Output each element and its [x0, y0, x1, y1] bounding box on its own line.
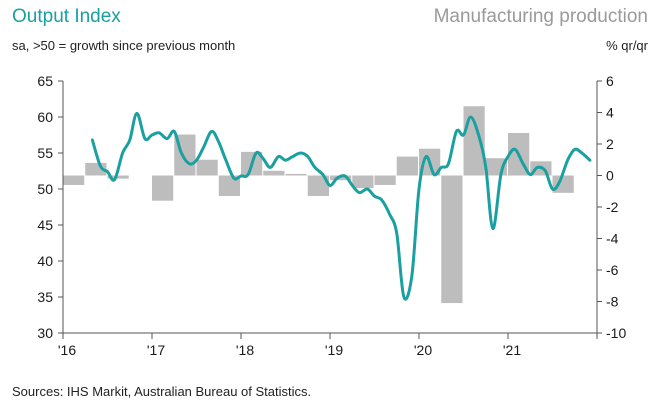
production-bar — [107, 175, 129, 179]
left-tick-label: 30 — [37, 325, 53, 341]
production-bar — [218, 175, 240, 196]
right-tick-label: 4 — [606, 105, 614, 121]
x-tick-label: '19 — [325, 342, 343, 358]
left-tick-label: 60 — [37, 109, 53, 125]
production-bar — [374, 175, 396, 185]
x-tick-label: '20 — [414, 342, 432, 358]
x-tick-label: '17 — [147, 342, 165, 358]
right-tick-label: 2 — [606, 136, 614, 152]
right-tick-label: -6 — [606, 262, 619, 278]
right-tick-label: -2 — [606, 199, 619, 215]
production-bar — [396, 156, 418, 176]
left-tick-label: 50 — [37, 181, 53, 197]
x-tick-label: '16 — [58, 342, 76, 358]
x-tick-label: '21 — [503, 342, 521, 358]
left-tick-label: 55 — [37, 145, 53, 161]
production-bar — [285, 173, 307, 176]
production-bar — [307, 175, 329, 196]
chart-title-right: Manufacturing production — [433, 6, 648, 27]
production-bar — [152, 175, 174, 201]
left-tick-label: 65 — [37, 73, 53, 89]
right-tick-label: 0 — [606, 168, 614, 184]
output-index-line — [90, 111, 592, 301]
production-bar — [63, 175, 85, 185]
source-note: Sources: IHS Markit, Australian Bureau o… — [12, 384, 312, 399]
right-tick-label: 6 — [606, 73, 614, 89]
production-bar — [263, 170, 285, 176]
production-bar — [552, 175, 574, 193]
left-tick-label: 40 — [37, 253, 53, 269]
left-axis-subtitle: sa, >50 = growth since previous month — [12, 38, 236, 53]
right-tick-label: -4 — [606, 231, 619, 247]
x-tick-label: '18 — [236, 342, 254, 358]
production-bar — [441, 175, 463, 304]
left-tick-label: 45 — [37, 217, 53, 233]
production-bar — [352, 175, 374, 189]
production-bar — [196, 159, 218, 176]
right-tick-label: -10 — [606, 325, 626, 341]
chart-title-left: Output Index — [12, 6, 121, 27]
left-tick-label: 35 — [37, 289, 53, 305]
right-axis-subtitle: % qr/qr — [606, 38, 648, 53]
right-tick-label: -8 — [606, 294, 619, 310]
